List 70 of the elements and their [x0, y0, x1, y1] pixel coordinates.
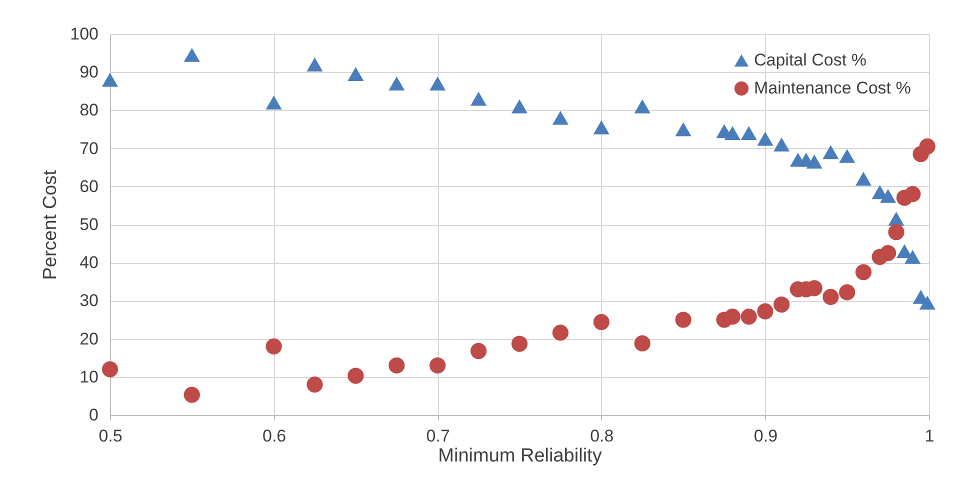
y-tick-label: 100	[70, 24, 98, 44]
y-tick-label: 0	[89, 406, 98, 424]
y-axis-title: Percent Cost	[40, 169, 62, 280]
point	[839, 284, 856, 300]
point	[904, 186, 921, 202]
point	[306, 58, 323, 72]
point	[184, 48, 200, 62]
point	[634, 335, 650, 352]
point	[430, 76, 446, 91]
point	[757, 303, 774, 320]
legend-label: Capital Cost %	[754, 50, 866, 70]
x-tick-label: 0.8	[590, 426, 614, 446]
y-tick-label: 70	[80, 138, 98, 158]
x-tick-label: 1	[924, 426, 934, 446]
point	[774, 296, 790, 313]
point	[774, 138, 790, 152]
point	[806, 154, 822, 169]
point	[855, 264, 872, 280]
x-tick-label: 0.9	[754, 426, 778, 446]
y-tick-label: 90	[80, 62, 98, 82]
x-tick-label: 0.5	[98, 426, 122, 446]
point	[880, 188, 896, 203]
point	[740, 126, 757, 140]
point	[511, 99, 528, 114]
point	[348, 368, 364, 384]
point	[675, 122, 692, 136]
point	[102, 72, 118, 87]
point	[724, 126, 740, 140]
point	[552, 110, 569, 125]
point	[757, 132, 774, 146]
point	[470, 342, 487, 360]
point	[266, 338, 282, 354]
point	[888, 224, 904, 240]
y-tick-label: 30	[80, 291, 98, 310]
x-axis-title: Minimum Reliability	[438, 446, 602, 466]
point	[306, 376, 323, 393]
point	[593, 120, 610, 134]
point	[470, 92, 487, 106]
point	[896, 244, 912, 258]
point	[919, 296, 936, 310]
point	[266, 96, 282, 110]
point	[919, 138, 936, 154]
legend-label: Maintenance Cost %	[754, 78, 911, 98]
point	[724, 308, 740, 325]
y-tick-label: 50	[80, 215, 98, 234]
point	[822, 288, 839, 305]
point	[634, 99, 650, 114]
point	[552, 324, 569, 341]
point	[430, 357, 446, 374]
point	[184, 386, 200, 403]
point	[855, 172, 872, 186]
point	[593, 314, 610, 330]
y-tick-label: 40	[80, 253, 98, 272]
x-tick-label: 0.7	[426, 426, 450, 446]
point	[675, 312, 692, 328]
point	[740, 308, 757, 325]
y-tick-label: 10	[80, 367, 98, 386]
point	[388, 76, 405, 91]
point	[904, 250, 921, 264]
point	[348, 67, 364, 81]
x-tick-label: 0.6	[262, 426, 286, 446]
point	[822, 145, 839, 160]
y-tick-label: 20	[80, 329, 98, 348]
y-tick-label: 80	[80, 100, 98, 120]
point	[388, 357, 405, 374]
point	[511, 336, 528, 352]
point	[102, 361, 118, 378]
point	[880, 245, 896, 262]
point	[839, 148, 856, 163]
y-tick-label: 60	[80, 176, 98, 196]
